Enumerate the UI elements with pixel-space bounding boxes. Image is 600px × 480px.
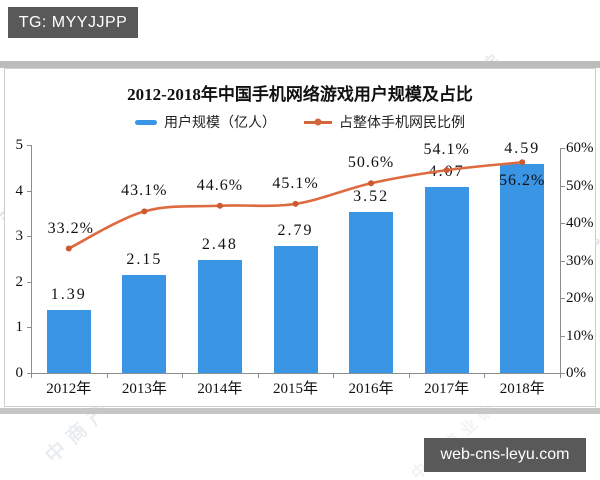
y-tick-right	[561, 223, 565, 224]
y-tick-right	[561, 148, 565, 149]
y-axis-label-right: 0%	[566, 365, 586, 381]
bar-value-label: 2.79	[277, 221, 314, 239]
line-swatch-icon	[304, 118, 332, 126]
y-axis-label-left: 2	[15, 273, 24, 290]
line-percent-label: 45.1%	[272, 174, 319, 192]
top-divider-strip	[0, 61, 600, 68]
y-axis-label-right: 40%	[566, 215, 594, 231]
bar-2013年	[122, 274, 167, 373]
y-axis-label-right: 60%	[566, 140, 594, 156]
bar-value-label: 2.48	[201, 235, 238, 253]
x-tick	[408, 374, 410, 378]
x-axis-label-2014年: 2014年	[197, 381, 243, 397]
x-axis-label-2012年: 2012年	[46, 381, 92, 397]
line-percent-label: 43.1%	[121, 182, 168, 200]
bar-value-label: 3.52	[353, 188, 390, 206]
x-axis-label-2018年: 2018年	[499, 381, 545, 397]
line-point-2014年	[216, 202, 223, 209]
bar-value-label: 4.07	[428, 163, 465, 181]
line-percent-label: 44.6%	[196, 176, 244, 194]
y-tick-right	[561, 185, 565, 187]
line-percent-label: 50.6%	[347, 154, 395, 172]
y-axis-label-left: 5	[15, 137, 24, 153]
bar-value-label: 4.59	[504, 139, 541, 157]
y-tick-right	[561, 335, 565, 337]
bar-2014年	[197, 259, 242, 373]
site-badge-text: web-cns-leyu.com	[440, 446, 570, 463]
y-tick-right	[561, 373, 565, 374]
y-tick-right	[561, 298, 565, 299]
x-tick	[31, 374, 32, 378]
telegram-badge-text: TG: MYYJJPP	[18, 13, 128, 31]
line-percent-label: 56.2%	[499, 172, 546, 190]
y-axis-label-left: 1	[15, 319, 24, 336]
bar-2017年	[424, 187, 469, 373]
y-axis-label-left: 0	[15, 365, 24, 381]
x-tick	[106, 374, 108, 378]
bar-2015年	[273, 245, 318, 373]
legend-bar-label: 用户规模（亿人）	[164, 116, 276, 131]
line-point-2016年	[368, 180, 375, 187]
y-tick-right	[561, 260, 565, 262]
x-tick	[182, 374, 184, 378]
line-point-2015年	[292, 200, 299, 207]
bar-value-label: 2.15	[126, 250, 163, 268]
x-tick	[484, 374, 486, 378]
x-axis-label-2015年: 2015年	[272, 381, 319, 397]
x-axis-label-2017年: 2017年	[424, 381, 470, 397]
bar-2012年	[46, 309, 91, 373]
y-tick-left	[27, 145, 31, 146]
bottom-divider-strip	[0, 408, 600, 414]
y-tick-left	[27, 236, 31, 238]
bar-2018年	[500, 163, 545, 373]
chart-title: 2012-2018年中国手机网络游戏用户规模及占比	[127, 85, 473, 104]
y-axis-left	[31, 145, 32, 373]
y-axis-label-right: 20%	[566, 290, 594, 306]
y-tick-left	[27, 281, 31, 283]
legend-item-line: 占整体手机网民比例	[304, 112, 465, 132]
y-tick-left	[27, 373, 31, 374]
y-axis-label-right: 30%	[566, 252, 594, 269]
site-badge: web-cns-leyu.com	[424, 438, 586, 472]
chart-legend: 用户规模（亿人） 占整体手机网民比例	[0, 112, 600, 132]
line-point-2012年	[65, 245, 72, 252]
y-axis-right	[560, 148, 561, 373]
bar-swatch-icon	[135, 119, 157, 125]
line-percent-label: 33.2%	[47, 219, 94, 237]
bar-value-label: 1.39	[50, 285, 87, 303]
y-axis-label-right: 10%	[566, 327, 594, 344]
line-percent-label: 54.1%	[423, 141, 470, 159]
x-tick	[257, 374, 259, 378]
y-axis-label-right: 50%	[566, 177, 594, 194]
telegram-badge: TG: MYYJJPP	[8, 7, 138, 38]
y-tick-left	[27, 327, 31, 329]
x-axis	[31, 373, 561, 374]
x-axis-label-2016年: 2016年	[348, 381, 394, 397]
x-tick	[333, 374, 335, 378]
legend-item-bar: 用户规模（亿人）	[135, 112, 276, 132]
line-point-2013年	[141, 208, 148, 215]
y-tick-left	[27, 190, 31, 192]
x-tick	[560, 374, 561, 378]
bar-2016年	[349, 212, 394, 373]
x-axis-label-2013年: 2013年	[121, 381, 167, 397]
y-axis-label-left: 3	[15, 228, 24, 245]
y-axis-label-left: 4	[15, 182, 24, 199]
legend-line-label: 占整体手机网民比例	[339, 116, 465, 131]
